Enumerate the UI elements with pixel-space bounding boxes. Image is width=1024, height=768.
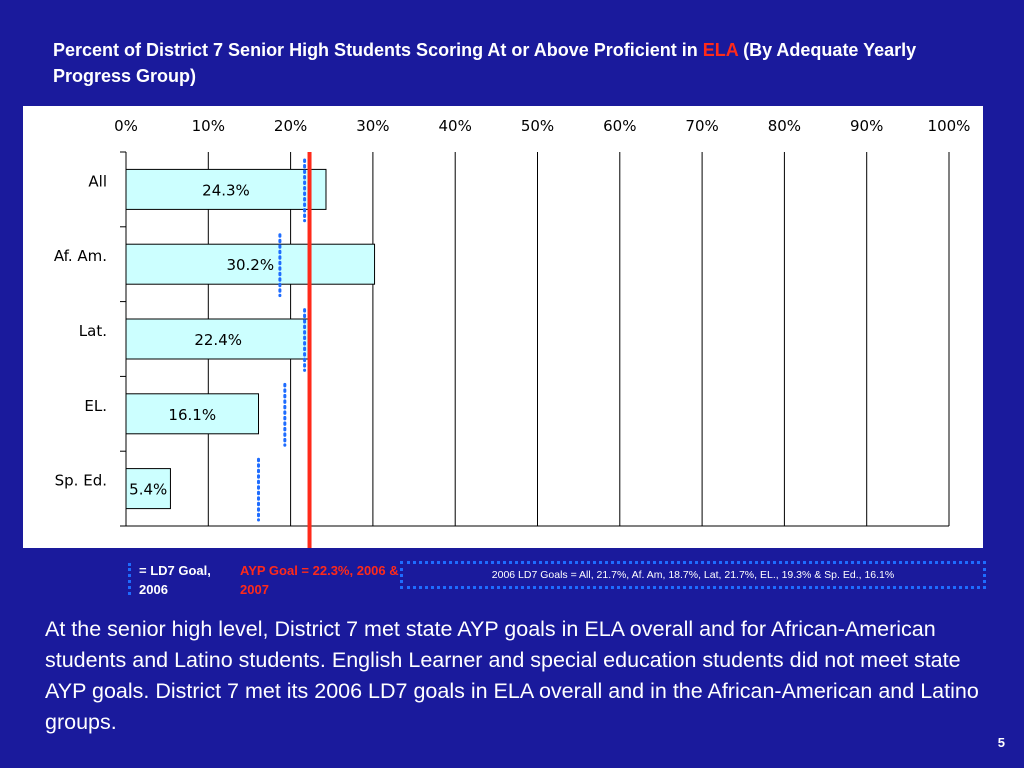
x-tick-label: 20% [274,117,307,135]
category-label: Af. Am. [54,247,107,265]
x-tick-label: 50% [521,117,554,135]
category-label: Sp. Ed. [55,472,107,490]
category-label: All [88,172,107,190]
data-label: 5.4% [129,481,167,499]
title-accent: ELA [702,40,739,60]
page-number: 5 [997,735,1005,750]
bar [125,168,327,210]
category-label: EL. [84,397,107,415]
data-label: 22.4% [194,331,242,349]
slide-title: Percent of District 7 Senior High Studen… [53,37,993,89]
x-tick-label: 40% [439,117,472,135]
data-label: 30.2% [226,256,274,274]
x-tick-label: 0% [114,117,138,135]
ld7-dotted-line-swatch [128,563,131,595]
legend-ld7-label: = LD7 Goal, 2006 [139,563,211,597]
x-tick-label: 10% [192,117,225,135]
x-tick-label: 30% [356,117,389,135]
x-tick-label: 70% [685,117,718,135]
x-tick-label: 100% [928,117,971,135]
x-tick-label: 80% [768,117,801,135]
legend-2006-ld7-goals: 2006 LD7 Goals = All, 21.7%, Af. Am, 18.… [400,561,986,589]
bar [125,243,376,285]
bar [125,393,260,435]
title-part2: (By Adequate Yearly Progress Group) [53,40,917,86]
title-part1: Percent of District 7 Senior High Studen… [53,40,703,60]
summary-paragraph: At the senior high level, District 7 met… [45,617,979,734]
data-label: 16.1% [168,406,216,424]
chart-area: 0% 10% 20% 30% 40% 50% 60% 70% 80% 90% 100% All 24.3… [23,106,983,548]
x-tick-label: 60% [603,117,636,135]
legend-ayp-goal: AYP Goal = 22.3%, 2006 & 2007 [240,563,399,597]
category-label: Lat. [79,322,107,340]
legend-ld7: = LD7 Goal, 2006 [128,561,228,597]
bar [125,468,171,510]
x-tick-label: 90% [850,117,883,135]
data-label: 24.3% [202,181,250,199]
bar-chart: 0% 10% 20% 30% 40% 50% 60% 70% 80% 90% 100% All 24.3… [54,117,971,548]
